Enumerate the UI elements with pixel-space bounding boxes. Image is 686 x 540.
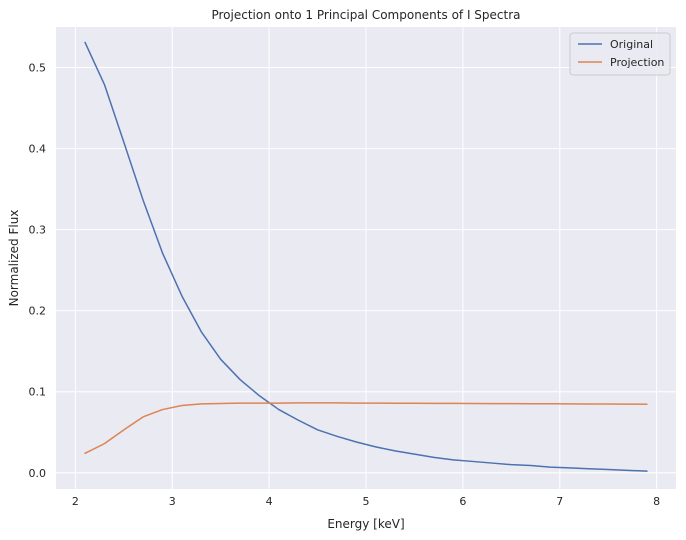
legend: Original Projection [569,32,671,76]
x-tick-label: 8 [653,495,660,508]
x-axis-ticks: 2 3 4 5 6 7 8 [72,495,660,508]
x-tick-label: 7 [556,495,563,508]
legend-label-projection: Projection [610,56,664,69]
x-tick-label: 6 [459,495,466,508]
series-lines [84,41,648,472]
y-tick-label: 0.3 [29,224,47,237]
series-line-original [84,41,648,472]
x-tick-label: 4 [266,495,273,508]
series-line-projection [84,402,648,455]
y-axis-ticks: 0.0 0.1 0.2 0.3 0.4 0.5 [29,62,47,480]
x-tick-label: 2 [72,495,79,508]
grid-lines [56,27,676,489]
x-tick-label: 5 [363,495,370,508]
y-axis-label: Normalized Flux [7,210,21,307]
x-axis-label: Energy [keV] [327,517,404,531]
y-tick-label: 0.4 [29,143,47,156]
y-tick-label: 0.1 [29,386,47,399]
x-tick-label: 3 [169,495,176,508]
chart-title: Projection onto 1 Principal Components o… [211,8,520,22]
y-tick-label: 0.0 [29,467,47,480]
y-tick-label: 0.2 [29,305,47,318]
y-tick-label: 0.5 [29,62,47,75]
legend-label-original: Original [610,38,653,51]
